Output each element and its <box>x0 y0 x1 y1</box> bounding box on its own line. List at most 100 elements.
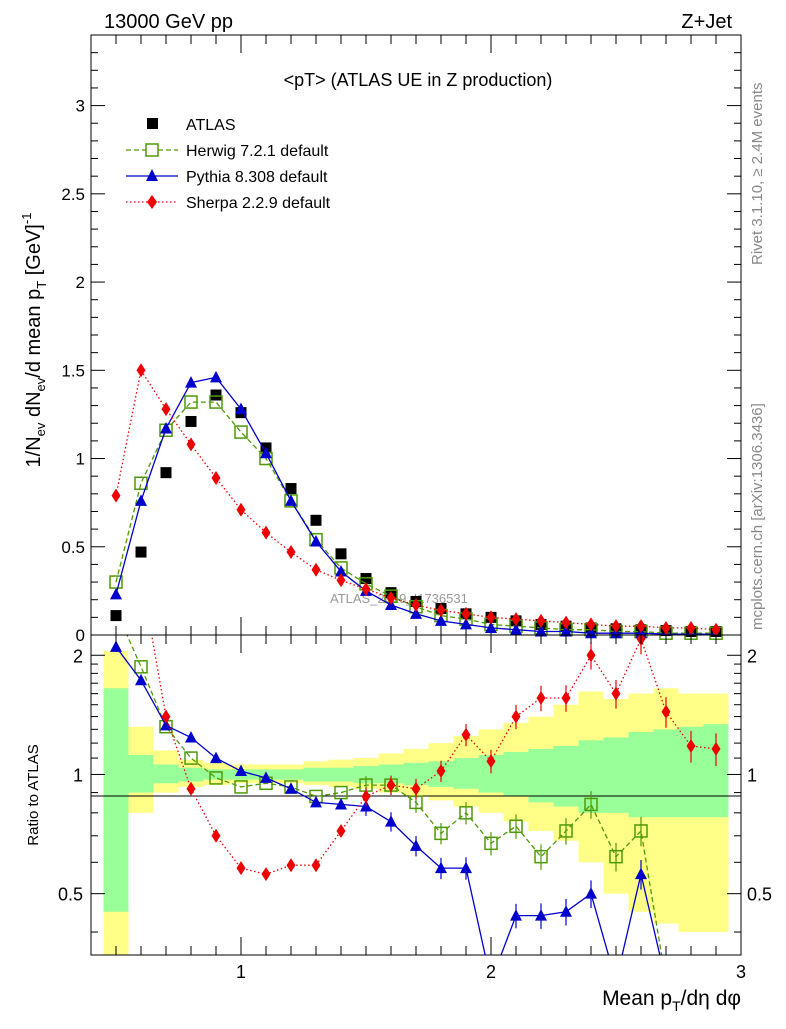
ratio-point-herwig <box>134 660 148 674</box>
main-point-pythia <box>310 534 322 547</box>
ratio-point-herwig <box>609 849 623 864</box>
main-y-tick-label: 3 <box>76 97 85 116</box>
ratio-point-pythia <box>410 839 422 851</box>
ratio-point-sherpa <box>236 861 246 876</box>
ratio-point-pythia <box>560 905 572 917</box>
main-point-sherpa <box>611 619 621 634</box>
main-plot-title: <pT> (ATLAS UE in Z production) <box>284 70 553 90</box>
analysis-watermark: ATLAS_2019_I1736531 <box>330 591 468 606</box>
ratio-y-tick-label: 0.5 <box>58 885 83 905</box>
main-point-sherpa <box>161 402 171 417</box>
legend-atlas-label: ATLAS <box>186 117 236 134</box>
ratio-inner-band-bin <box>328 767 354 782</box>
main-y-tick-label: 1 <box>76 450 85 469</box>
main-point-sherpa <box>661 620 671 635</box>
ratio-frame <box>90 634 742 956</box>
main-point-pythia <box>285 494 297 506</box>
ratio-point-herwig <box>184 751 198 765</box>
main-point-pythia <box>210 370 222 383</box>
ratio-y-axis-label: Ratio to ATLAS <box>25 744 42 845</box>
ratio-point-herwig <box>434 826 448 841</box>
ratio-point-sherpa <box>586 648 596 663</box>
ratio-point-pythia <box>285 782 297 794</box>
ratio-point-sherpa <box>611 686 621 701</box>
ratio-point-pythia <box>310 795 322 808</box>
ratio-point-herwig <box>459 806 473 820</box>
main-point-sherpa <box>436 603 446 618</box>
main-point-sherpa <box>561 615 571 630</box>
ratio-inner-band-bin <box>103 688 129 912</box>
ratio-point-herwig <box>534 849 548 864</box>
legend-sherpa-marker <box>147 195 157 209</box>
main-point-pythia <box>485 621 497 633</box>
ratio-point-pythia <box>460 861 472 874</box>
main-point-pythia <box>560 624 572 637</box>
ratio-y-tick-label-right: 2 <box>747 646 757 666</box>
ratio-point-herwig <box>234 780 248 794</box>
ratio-inner-band-bin <box>153 764 179 784</box>
main-point-sherpa <box>361 582 371 597</box>
main-point-sherpa <box>511 612 521 627</box>
ratio-inner-band-bin <box>203 769 229 780</box>
ratio-point-sherpa <box>311 858 321 873</box>
ratio-point-sherpa <box>711 741 721 756</box>
main-point-sherpa <box>636 619 646 634</box>
main-point-pythia <box>235 402 247 415</box>
ratio-point-sherpa <box>186 781 196 796</box>
main-point-sherpa <box>686 620 696 635</box>
main-y-tick-label: 2.5 <box>61 185 85 204</box>
ratio-point-pythia <box>535 909 547 921</box>
main-point-herwig <box>209 395 223 409</box>
ratio-point-sherpa <box>336 823 346 838</box>
ratio-point-herwig <box>559 824 573 838</box>
ratio-point-sherpa <box>511 709 521 724</box>
ratio-inner-band-bin <box>528 748 554 803</box>
main-point-herwig <box>184 395 198 409</box>
mcplots-info-label: mcplots.cern.ch [arXiv:1306.3436] <box>749 403 766 630</box>
ratio-point-herwig <box>584 797 598 812</box>
ratio-point-herwig <box>484 836 498 851</box>
header-process-label: Z+Jet <box>681 11 732 33</box>
ratio-point-herwig <box>509 819 523 833</box>
ratio-point-pythia <box>435 861 447 874</box>
ratio-point-herwig <box>209 771 223 785</box>
ratio-y-tick-label: 1 <box>73 765 83 785</box>
ratio-y-tick-label-right: 1 <box>747 765 757 785</box>
ratio-inner-band-bin <box>628 732 654 818</box>
ratio-point-pythia <box>210 751 222 764</box>
ratio-point-sherpa <box>436 764 446 779</box>
main-y-tick-label: 0 <box>76 626 85 645</box>
ratio-point-pythia <box>335 797 347 810</box>
x-axis-label: Mean pT/dη dφ <box>602 987 741 1014</box>
main-point-sherpa <box>236 502 246 517</box>
main-point-sherpa <box>211 470 221 485</box>
ratio-inner-band-bin <box>503 751 529 797</box>
ratio-point-sherpa <box>661 704 671 719</box>
legend-atlas-marker <box>147 118 158 129</box>
ratio-point-pythia <box>185 730 197 743</box>
ratio-point-pythia <box>635 867 647 880</box>
main-point-sherpa <box>311 562 321 577</box>
legend-herwig-marker <box>145 143 159 157</box>
legend-herwig-label: Herwig 7.2.1 default <box>186 143 329 160</box>
ratio-inner-band-bin <box>178 767 204 782</box>
ratio-point-sherpa <box>361 789 371 804</box>
main-point-pythia <box>335 564 347 577</box>
rivet-info-label: Rivet 3.1.10, ≥ 2.4M events <box>749 83 766 266</box>
main-point-sherpa <box>111 488 121 503</box>
ratio-point-sherpa <box>261 867 271 882</box>
legend-pythia-marker <box>146 169 158 181</box>
x-tick-label: 3 <box>736 962 746 982</box>
main-y-axis-label: 1/Nev dNev/d mean pT [GeV]-1 <box>19 213 49 468</box>
legend-pythia-label: Pythia 8.308 default <box>186 169 328 186</box>
header-energy-label: 13000 GeV pp <box>104 11 233 33</box>
ratio-point-sherpa <box>211 828 221 843</box>
main-point-atlas <box>110 610 122 622</box>
ratio-point-pythia <box>385 815 397 827</box>
ratio-axis-ticks: 0.5 0.5 1 1 2 2 1 2 3 <box>58 635 772 982</box>
ratio-point-herwig <box>334 785 348 800</box>
main-point-atlas <box>335 548 347 560</box>
main-point-pythia <box>410 607 422 619</box>
